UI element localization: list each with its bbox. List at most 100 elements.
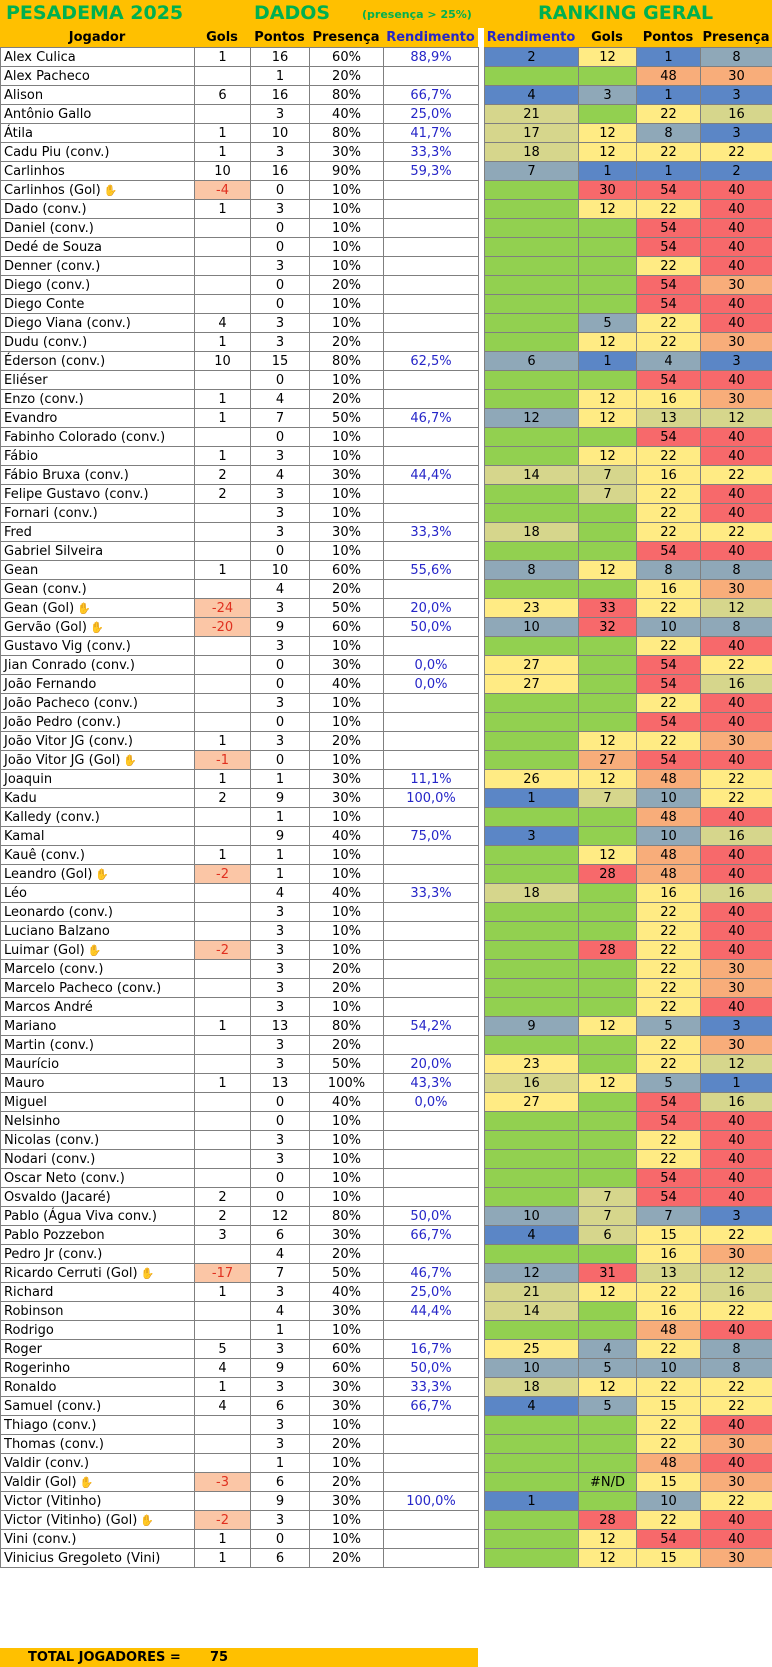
pontos-cell: 3 (250, 1282, 310, 1302)
presenca-cell: 10% (309, 921, 384, 941)
rank-gols-cell (578, 256, 637, 276)
rank-presenca-cell: 40 (700, 1510, 772, 1530)
table-row: João Pedro (conv.) 0 10% (0, 712, 479, 732)
presenca-cell: 30% (309, 1225, 384, 1245)
player-name-cell: Diego (conv.) (0, 275, 195, 295)
ranking-row: #N/D 15 30 (484, 1472, 772, 1492)
rank-pontos-cell: 48 (636, 845, 701, 865)
player-name-cell: Fred (0, 522, 195, 542)
ranking-row: 30 54 40 (484, 180, 772, 200)
player-name: Robinson (4, 1303, 64, 1319)
table-row: Cadu Piu (conv.) 1 3 30% 33,3% (0, 142, 479, 162)
table-row: Samuel (conv.) 4 6 30% 66,7% (0, 1396, 479, 1416)
rank-gols-cell: 12 (578, 142, 637, 162)
player-name: Victor (Vitinho) (Gol) (4, 1512, 138, 1528)
table-row: Fábio 1 3 10% (0, 446, 479, 466)
rank-gols-cell (578, 921, 637, 941)
table-row: João Fernando 0 40% 0,0% (0, 674, 479, 694)
rank-gols-cell (578, 275, 637, 295)
rank-gols-cell (578, 636, 637, 656)
ranking-row: 12 54 40 (484, 1529, 772, 1549)
pontos-cell: 6 (250, 1225, 310, 1245)
pontos-cell: 1 (250, 807, 310, 827)
player-name: Marcos André (4, 999, 93, 1015)
rendimento-cell (383, 845, 479, 865)
presenca-cell: 20% (309, 579, 384, 599)
gols-cell (194, 579, 251, 599)
rank-pontos-cell: 48 (636, 66, 701, 86)
rank-presenca-cell: 40 (700, 1187, 772, 1207)
presenca-cell: 40% (309, 104, 384, 124)
rank-pontos-cell: 54 (636, 1111, 701, 1131)
presenca-cell: 30% (309, 1396, 384, 1416)
rendimento-cell: 44,4% (383, 465, 479, 485)
gols-cell (194, 1320, 251, 1340)
player-name-cell: Diego Viana (conv.) (0, 313, 195, 333)
pontos-cell: 16 (250, 85, 310, 105)
gols-cell: -20 (194, 617, 251, 637)
player-name-cell: Daniel (conv.) (0, 218, 195, 238)
rank-pontos-cell: 22 (636, 731, 701, 751)
ranking-row: 54 40 (484, 1168, 772, 1188)
ranking-row: 27 54 16 (484, 1092, 772, 1112)
rank-gols-cell (578, 579, 637, 599)
presenca-cell: 10% (309, 1168, 384, 1188)
player-name-cell: Mauro (0, 1073, 195, 1093)
rendimento-cell: 66,7% (383, 1396, 479, 1416)
rank-presenca-cell: 40 (700, 921, 772, 941)
rendimento-cell (383, 1453, 479, 1473)
presenca-cell: 10% (309, 712, 384, 732)
rendimento-cell (383, 1434, 479, 1454)
rank-rendimento-cell: 12 (484, 408, 579, 428)
presenca-cell: 10% (309, 218, 384, 238)
player-name: Nicolas (conv.) (4, 1132, 100, 1148)
rank-presenca-cell: 3 (700, 351, 772, 371)
player-name: Gervão (Gol) (4, 619, 87, 635)
rank-presenca-cell: 30 (700, 1472, 772, 1492)
rank-pontos-cell: 22 (636, 104, 701, 124)
player-name: Gean (conv.) (4, 581, 87, 597)
rendimento-cell: 50,0% (383, 617, 479, 637)
rank-pontos-cell: 22 (636, 1339, 701, 1359)
rank-gols-cell: 5 (578, 313, 637, 333)
rank-presenca-cell: 40 (700, 845, 772, 865)
rank-pontos-cell: 54 (636, 1529, 701, 1549)
rank-gols-cell (578, 1244, 637, 1264)
rank-gols-cell: 12 (578, 1377, 637, 1397)
ranking-row: 1 7 10 22 (484, 788, 772, 808)
player-name-cell: Pedro Jr (conv.) (0, 1244, 195, 1264)
rank-rendimento-cell (484, 693, 579, 713)
rendimento-cell (383, 332, 479, 352)
table-row: Diego (conv.) 0 20% (0, 275, 479, 295)
presenca-cell: 30% (309, 1301, 384, 1321)
data-table: Alex Culica 1 16 60% 88,9% Alex Pacheco 1 20% Al… (0, 47, 479, 1568)
ranking-row: 27 54 22 (484, 655, 772, 675)
presenca-cell: 50% (309, 1263, 384, 1283)
ranking-row: 22 40 (484, 503, 772, 523)
ranking-row: 21 22 16 (484, 104, 772, 124)
pontos-cell: 3 (250, 978, 310, 998)
rank-gols-cell: 12 (578, 123, 637, 143)
player-name-cell: Fabinho Colorado (conv.) (0, 427, 195, 447)
rendimento-cell: 20,0% (383, 1054, 479, 1074)
ranking-row: 14 16 22 (484, 1301, 772, 1321)
table-row: Osvaldo (Jacaré) 2 0 10% (0, 1187, 479, 1207)
presenca-cell: 40% (309, 1092, 384, 1112)
rendimento-cell (383, 237, 479, 257)
player-name: Denner (conv.) (4, 258, 101, 274)
gols-cell (194, 1453, 251, 1473)
gols-cell (194, 218, 251, 238)
player-name-cell: Mariano (0, 1016, 195, 1036)
presenca-cell: 10% (309, 1187, 384, 1207)
player-name-cell: Gean (conv.) (0, 579, 195, 599)
rank-presenca-cell: 40 (700, 1130, 772, 1150)
rank-gols-cell: 12 (578, 1548, 637, 1568)
rank-pontos-cell: 22 (636, 142, 701, 162)
player-name-cell: Samuel (conv.) (0, 1396, 195, 1416)
player-name: Ronaldo (4, 1379, 57, 1395)
rank-pontos-cell: 22 (636, 693, 701, 713)
rank-presenca-cell: 40 (700, 636, 772, 656)
player-name: Dudu (conv.) (4, 334, 88, 350)
pontos-cell: 0 (250, 180, 310, 200)
